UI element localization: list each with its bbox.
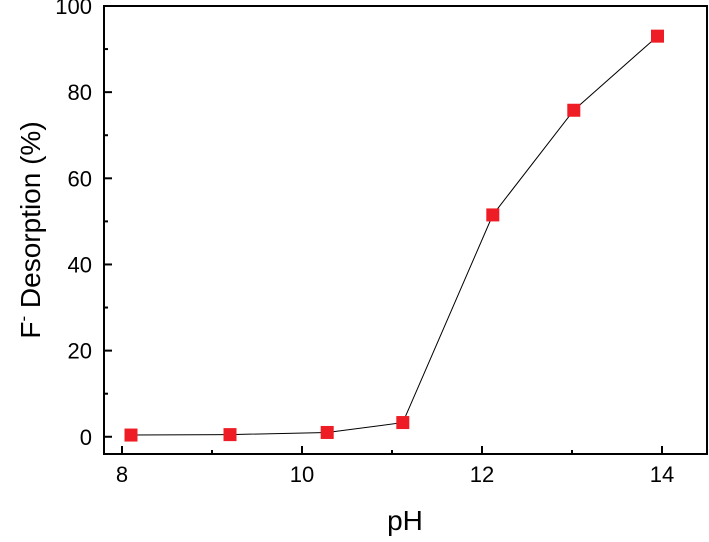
y-tick-label: 60	[68, 166, 92, 191]
x-tick-label: 12	[470, 462, 494, 487]
plot-frame	[103, 5, 708, 455]
x-axis-title: pH	[387, 505, 423, 536]
axis-ticks	[104, 5, 663, 454]
y-tick-label: 100	[55, 0, 92, 19]
x-tick-label: 14	[650, 462, 674, 487]
y-axis-title-base: F	[15, 322, 46, 339]
data-point-marker	[124, 428, 138, 442]
data-point-marker	[567, 103, 581, 117]
x-tick-label: 10	[290, 462, 314, 487]
y-tick-label: 20	[68, 339, 92, 364]
data-point-marker	[486, 208, 500, 222]
y-axis-title-superscript: -	[14, 316, 33, 322]
data-point-marker	[223, 428, 237, 442]
data-point-marker	[320, 425, 334, 439]
y-tick-label: 40	[68, 252, 92, 277]
y-tick-label: 80	[68, 80, 92, 105]
x-tick-label: 8	[116, 462, 128, 487]
axis-tick-labels: 8 10 12 14 0 20 40 60 80 100	[55, 0, 674, 487]
data-point-marker	[651, 29, 664, 43]
data-point-marker	[396, 416, 410, 430]
y-axis-title: F- Desorption (%)	[14, 121, 46, 338]
y-axis-title-rest: Desorption (%)	[15, 121, 46, 316]
series-line	[130, 35, 658, 436]
y-tick-label: 0	[80, 425, 92, 450]
data-markers	[124, 29, 664, 442]
